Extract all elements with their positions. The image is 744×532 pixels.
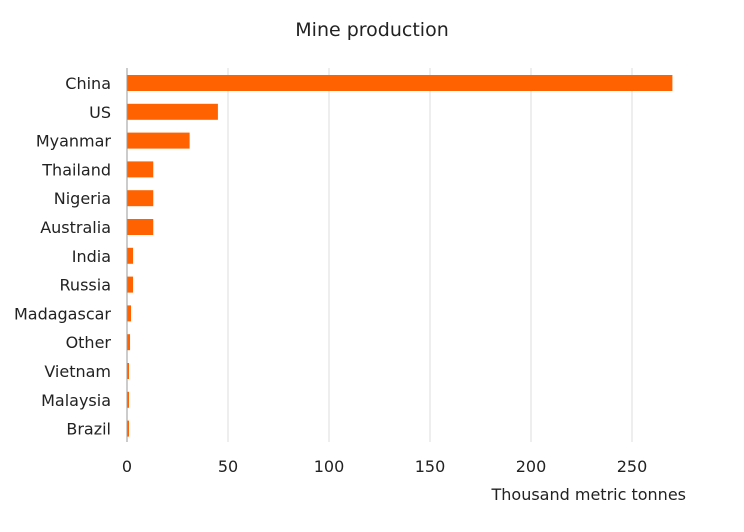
gridlines xyxy=(228,68,632,442)
bars xyxy=(127,75,672,437)
x-tick-label: 150 xyxy=(415,457,446,476)
category-label-russia: Russia xyxy=(60,276,111,295)
x-tick-label: 50 xyxy=(218,457,238,476)
x-axis-title: Thousand metric tonnes xyxy=(491,485,687,504)
category-label-nigeria: Nigeria xyxy=(54,189,111,208)
bar-nigeria xyxy=(127,190,153,206)
x-tick-label: 250 xyxy=(617,457,648,476)
category-label-myanmar: Myanmar xyxy=(36,132,112,151)
category-label-india: India xyxy=(72,247,111,266)
x-tick-label: 100 xyxy=(314,457,345,476)
bar-myanmar xyxy=(127,133,190,149)
bar-russia xyxy=(127,277,133,293)
x-tick-label: 200 xyxy=(516,457,547,476)
chart-title: Mine production xyxy=(295,19,448,41)
category-label-vietnam: Vietnam xyxy=(44,362,111,381)
x-tick-label: 0 xyxy=(122,457,132,476)
category-label-australia: Australia xyxy=(40,218,111,237)
bar-madagascar xyxy=(127,305,131,321)
category-label-malaysia: Malaysia xyxy=(41,391,111,410)
category-label-other: Other xyxy=(66,333,112,352)
bar-australia xyxy=(127,219,153,235)
category-label-madagascar: Madagascar xyxy=(14,304,111,323)
category-labels: China US Myanmar Thailand Nigeria Australia In… xyxy=(14,74,111,439)
x-tick-labels: 0 50 100 150 200 250 xyxy=(122,457,647,476)
bar-china xyxy=(127,75,672,91)
category-label-us: US xyxy=(89,103,111,122)
category-label-brazil: Brazil xyxy=(66,420,111,439)
category-label-thailand: Thailand xyxy=(41,160,111,179)
bar-india xyxy=(127,248,133,264)
category-label-china: China xyxy=(65,74,111,93)
bar-thailand xyxy=(127,161,153,177)
bar-us xyxy=(127,104,218,120)
